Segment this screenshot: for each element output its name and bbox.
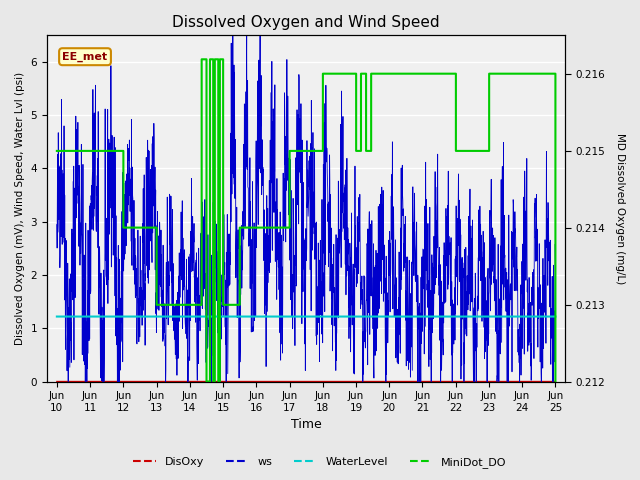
X-axis label: Time: Time — [291, 419, 321, 432]
Title: Dissolved Oxygen and Wind Speed: Dissolved Oxygen and Wind Speed — [172, 15, 440, 30]
Y-axis label: Dissolved Oxygen (mV), Wind Speed, Water Lvl (psi): Dissolved Oxygen (mV), Wind Speed, Water… — [15, 72, 25, 345]
Legend: DisOxy, ws, WaterLevel, MiniDot_DO: DisOxy, ws, WaterLevel, MiniDot_DO — [129, 452, 511, 472]
Text: EE_met: EE_met — [63, 51, 108, 62]
Y-axis label: MD Dissolved Oxygen (mg/L): MD Dissolved Oxygen (mg/L) — [615, 133, 625, 284]
